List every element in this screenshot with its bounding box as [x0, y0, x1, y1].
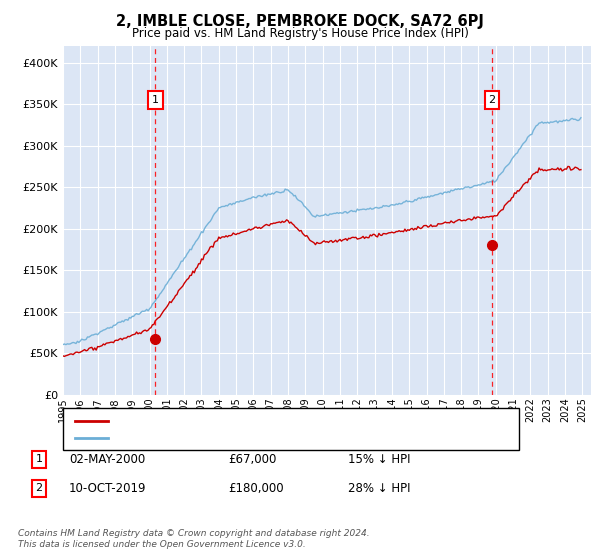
Text: Contains HM Land Registry data © Crown copyright and database right 2024.
This d: Contains HM Land Registry data © Crown c… [18, 529, 370, 549]
Text: 2: 2 [488, 95, 496, 105]
Text: 1: 1 [35, 454, 43, 464]
Text: HPI: Average price, detached house, Pembrokeshire: HPI: Average price, detached house, Pemb… [114, 433, 384, 443]
Text: 1: 1 [152, 95, 159, 105]
Text: Price paid vs. HM Land Registry's House Price Index (HPI): Price paid vs. HM Land Registry's House … [131, 27, 469, 40]
Text: £180,000: £180,000 [228, 482, 284, 495]
Text: 28% ↓ HPI: 28% ↓ HPI [348, 482, 410, 495]
Text: 15% ↓ HPI: 15% ↓ HPI [348, 452, 410, 466]
Text: 2, IMBLE CLOSE, PEMBROKE DOCK, SA72 6PJ: 2, IMBLE CLOSE, PEMBROKE DOCK, SA72 6PJ [116, 14, 484, 29]
Text: 2, IMBLE CLOSE, PEMBROKE DOCK, SA72 6PJ (detached house): 2, IMBLE CLOSE, PEMBROKE DOCK, SA72 6PJ … [114, 416, 442, 426]
Text: 10-OCT-2019: 10-OCT-2019 [69, 482, 146, 495]
Text: 2: 2 [35, 483, 43, 493]
Text: £67,000: £67,000 [228, 452, 277, 466]
Text: 02-MAY-2000: 02-MAY-2000 [69, 452, 145, 466]
